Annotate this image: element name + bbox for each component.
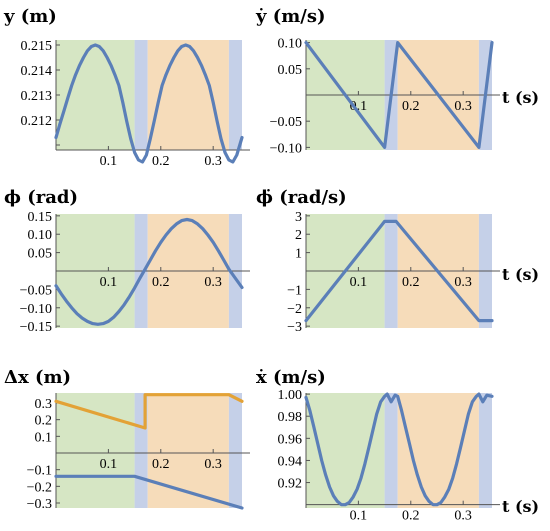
panel-title: ẋ (m/s) (256, 367, 326, 388)
x-tick-label: 0.3 (454, 509, 472, 524)
x-tick-label: 0.2 (152, 275, 170, 290)
y-tick-label: 0.10 (28, 228, 53, 243)
series-line-blue (304, 392, 494, 507)
x-tick-label: 0.1 (350, 509, 368, 524)
y-tick-label: 0.92 (278, 477, 303, 492)
panel-title: ϕ̇ (rad/s) (256, 187, 347, 208)
series-line-orange (54, 393, 244, 430)
y-tick-label: 0.213 (21, 89, 53, 104)
x-tick-label: 0.1 (100, 457, 118, 472)
x-tick-label: 0.2 (402, 275, 420, 290)
x-tick-label: 0.3 (204, 275, 222, 290)
x-tick-label: 0.3 (204, 457, 222, 472)
series-line-blue (304, 219, 494, 323)
y-tick-label: 0.214 (21, 64, 53, 79)
x-tick-label: 0.3 (204, 154, 222, 169)
x-tick-label: 0.3 (454, 99, 472, 114)
panel-title: Δx (m) (4, 367, 71, 388)
y-tick-label: 1.00 (278, 388, 303, 403)
y-tick-label: −0.05 (270, 115, 302, 130)
panel-title: y (m) (3, 6, 57, 27)
panel-xdot: 0.1 0.2 0.3 0.92 0.94 0.96 0.98 1.00ẋ (m/s) t (s… (256, 367, 539, 524)
y-tick-label: 0.2 (35, 414, 53, 429)
x-tick-label: 0.1 (100, 275, 118, 290)
panel-y: 0.1 0.2 0.3 0.212 0.213 0.214 0.215 y (m) (3, 6, 250, 169)
y-tick-label: −0.10 (270, 141, 302, 156)
y-tick-label: 0.10 (278, 37, 303, 52)
x-tick-label: 0.1 (100, 154, 118, 169)
y-tick-label: −0.1 (27, 464, 52, 479)
x-tick-label: 0.2 (402, 509, 420, 524)
x-tick-label: 0.2 (402, 99, 420, 114)
y-tick-label: −0.05 (20, 283, 52, 298)
phase-band (384, 393, 398, 508)
y-tick-label: 0.215 (21, 39, 53, 54)
x-axis-label: t (s) (502, 265, 539, 284)
panel-phidot: 0.1 0.2 0.3 −3 −2 −1 1 2 3 ϕ̇ (rad/s) t (s) (256, 187, 539, 335)
y-tick-label: 1 (295, 247, 302, 262)
y-tick-label: 0.05 (278, 63, 303, 78)
x-axis-label: t (s) (502, 497, 539, 516)
phase-band (228, 40, 242, 150)
phase-band (56, 393, 135, 508)
y-tick-label: 0.212 (21, 114, 53, 129)
y-tick-label: 2 (295, 228, 302, 243)
x-tick-label: 0.2 (152, 457, 170, 472)
phase-band (478, 393, 492, 508)
x-tick-label: 0.1 (350, 275, 368, 290)
panel-phi: 0.1 0.2 0.3 −0.15 −0.10 −0.05 0.05 0.10 0.15 ϕ (r… (4, 187, 250, 335)
y-tick-label: −0.3 (27, 497, 52, 512)
panel-title: ϕ (rad) (4, 187, 78, 208)
series-line-blue (54, 474, 244, 510)
y-tick-label: 3 (295, 210, 302, 225)
y-tick-label: −3 (287, 320, 302, 335)
y-tick-label: 0.05 (28, 247, 53, 262)
y-tick-label: −2 (287, 302, 302, 317)
y-tick-label: −1 (287, 283, 302, 298)
y-tick-label: 0.98 (278, 410, 303, 425)
y-tick-label: 0.1 (35, 430, 53, 445)
phase-band (228, 393, 242, 508)
series-line-blue (54, 43, 244, 164)
y-tick-label: 0.96 (278, 432, 303, 447)
y-tick-label: −0.2 (27, 480, 52, 495)
series-line-blue (304, 40, 494, 149)
panel-title: ẏ (m/s) (255, 6, 326, 27)
x-axis-label: t (s) (502, 88, 539, 107)
x-tick-label: 0.2 (152, 154, 170, 169)
y-tick-label: 0.15 (28, 210, 53, 225)
x-tick-label: 0.3 (454, 275, 472, 290)
panel-dx: 0.1 0.2 0.3−0.3−0.2−0.10.10.20.3Δx (m) (4, 367, 250, 512)
phase-band (134, 40, 148, 150)
y-tick-label: 0.94 (278, 454, 303, 469)
y-tick-label: −0.15 (20, 320, 52, 335)
panel-ydot: 0.1 0.2 0.3 −0.10 −0.05 0.05 0.10 ẏ (m/s) t (s) (255, 6, 539, 156)
x-tick-label: 0.1 (350, 99, 368, 114)
y-tick-label: −0.10 (20, 302, 52, 317)
series-line-blue (54, 217, 244, 326)
y-tick-label: 0.3 (35, 397, 53, 412)
